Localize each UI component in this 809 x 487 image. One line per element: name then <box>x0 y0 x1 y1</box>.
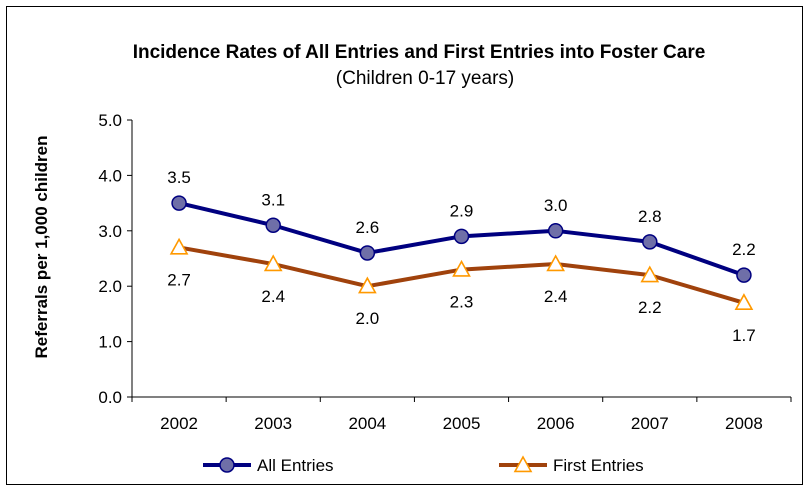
legend-label: All Entries <box>257 456 334 475</box>
series-layer: 3.5 3.1 2.6 2.9 3.0 2.8 2.2 2.7 2.4 2.0 2.3 2.4 2.2 1… <box>167 168 755 345</box>
data-point <box>736 267 752 283</box>
x-tick-label: 2005 <box>443 414 481 433</box>
data-label: 2.2 <box>638 298 662 317</box>
data-label: 3.1 <box>261 190 285 209</box>
legend-item: All Entries <box>203 456 334 475</box>
data-point <box>357 276 377 294</box>
x-tick-label: 2004 <box>348 414 386 433</box>
data-label: 2.6 <box>356 218 380 237</box>
data-label: 2.3 <box>450 293 474 312</box>
x-tick-label: 2006 <box>537 414 575 433</box>
data-point <box>640 265 660 283</box>
legend-item: First Entries <box>499 455 644 475</box>
data-point <box>734 293 754 311</box>
y-tick-label: 0.0 <box>98 388 122 407</box>
legend-marker <box>219 457 235 473</box>
data-point <box>546 254 566 272</box>
data-point <box>169 237 189 255</box>
x-tick-label: 2007 <box>631 414 669 433</box>
data-point <box>453 228 470 245</box>
y-axis-label: Referrals per 1,000 children <box>32 135 51 358</box>
chart-frame: Incidence Rates of All Entries and First… <box>6 6 803 485</box>
data-label: 1.7 <box>732 326 756 345</box>
data-label: 2.8 <box>638 207 662 226</box>
x-tick-label: 2002 <box>160 414 198 433</box>
y-tick-labels: 0.0 1.0 2.0 3.0 4.0 5.0 <box>98 111 122 407</box>
y-tick-label: 2.0 <box>98 277 122 296</box>
chart-subtitle: (Children 0-17 years) <box>336 68 514 89</box>
data-label: 2.0 <box>356 309 380 328</box>
chart-title: Incidence Rates of All Entries and First… <box>133 42 706 63</box>
y-tick-label: 4.0 <box>98 166 122 185</box>
data-point <box>642 234 658 250</box>
y-tick-label: 3.0 <box>98 222 122 241</box>
y-tick-label: 1.0 <box>98 333 122 352</box>
series-all-entries: 3.5 3.1 2.6 2.9 3.0 2.8 2.2 <box>167 168 756 283</box>
data-point <box>171 195 187 211</box>
x-tick-label: 2008 <box>725 414 763 433</box>
data-label: 3.5 <box>167 168 191 187</box>
data-label: 2.2 <box>732 240 756 259</box>
legend-marker <box>513 455 533 473</box>
line-chart: Incidence Rates of All Entries and First… <box>32 42 792 475</box>
legend-label: First Entries <box>553 456 644 475</box>
x-tick-label: 2003 <box>254 414 292 433</box>
data-label: 2.4 <box>261 287 285 306</box>
series-first-entries: 2.7 2.4 2.0 2.3 2.4 2.2 1.7 <box>167 237 756 345</box>
data-point <box>263 254 283 272</box>
legend: All Entries First Entries <box>203 455 644 475</box>
axes <box>127 119 792 402</box>
data-point <box>452 259 471 277</box>
data-point <box>265 217 281 234</box>
data-label: 3.0 <box>544 196 568 215</box>
data-label: 2.4 <box>544 287 568 306</box>
x-tick-labels: 2002 2003 2004 2005 2006 2007 2008 <box>160 414 763 433</box>
data-label: 2.9 <box>450 201 474 220</box>
data-point <box>359 245 376 261</box>
y-tick-label: 5.0 <box>98 111 122 130</box>
data-point <box>547 223 564 239</box>
data-label: 2.7 <box>167 270 191 289</box>
